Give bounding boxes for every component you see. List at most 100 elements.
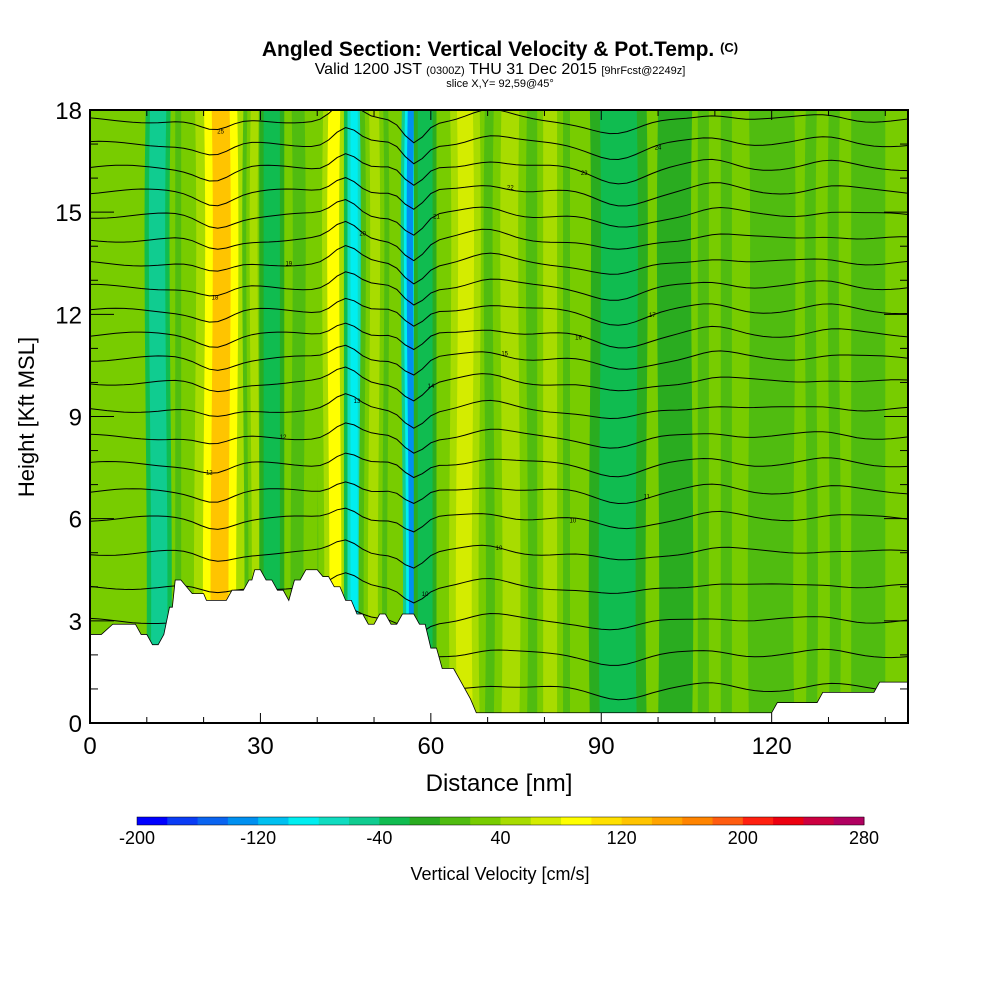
terrain-mask [90, 569, 908, 723]
theta-contour-label-12: 16 [575, 336, 582, 342]
colorbar-tick-label: 200 [728, 828, 758, 848]
theta-contour-label-20: 24 [655, 145, 662, 151]
colorbar-swatch [651, 817, 683, 825]
theta-contour-11 [90, 344, 908, 376]
theta-contour-label-13: 17 [649, 313, 656, 319]
colorbar-swatch [439, 817, 471, 825]
colorbar-swatch [773, 817, 804, 825]
theta-contour-6 [90, 481, 908, 505]
y-axis-label: Height [Kft MSL] [14, 337, 39, 497]
valid-date: THU 31 Dec 2015 [468, 61, 597, 78]
forecast-label: [9hrFcst@2249z] [601, 65, 686, 77]
theta-contour-label-6: 11 [644, 494, 651, 500]
theta-contour-label-21: 25 [217, 130, 224, 136]
theta-contour-4 [90, 539, 908, 569]
colorbar-swatch [227, 817, 259, 825]
theta-contour-19 [90, 153, 908, 186]
y-tick-label: 15 [55, 200, 82, 227]
x-axis-label: Distance [nm] [426, 770, 573, 797]
colorbar-tick-label: -200 [119, 828, 155, 848]
terrain [90, 569, 908, 723]
colorbar-outline [136, 816, 865, 826]
theta-contour-label-5: 10 [570, 518, 577, 524]
colorbar-swatch [803, 817, 835, 825]
theta-contour-12 [90, 322, 908, 351]
colorbar-swatch [258, 817, 289, 825]
colorbar-tick-label: 40 [490, 828, 510, 848]
theta-contour-label-7: 12 [206, 470, 213, 476]
colorbar-swatch [409, 817, 441, 825]
chart-subtitle: Valid 1200 JST (0300Z) THU 31 Dec 2015 [… [0, 61, 1000, 79]
x-tick-label: 0 [83, 733, 96, 760]
theta-contour-7 [90, 452, 908, 479]
velocity-column-18-band-2 [815, 110, 830, 723]
colorbar-swatch [349, 817, 380, 825]
y-tick-label: 3 [69, 609, 82, 636]
slice-label: slice X,Y= 92,59@45° [446, 78, 554, 90]
y-tick-label: 12 [55, 302, 82, 329]
colorbar-tick-label: -120 [240, 828, 276, 848]
theta-contour-label-3: 10 [422, 592, 429, 598]
colorbar-swatch [470, 817, 501, 825]
colorbar-tick-label: -40 [366, 828, 392, 848]
theta-contour-18 [90, 177, 908, 210]
theta-contour-label-9: 13 [354, 399, 361, 405]
colorbar-swatch [500, 817, 532, 825]
velocity-column-16-band-2 [708, 110, 721, 723]
y-tick-label: 18 [55, 98, 82, 125]
velocity-column-8-band-2 [367, 110, 381, 723]
velocity-column-19-band-2 [862, 110, 875, 723]
x-tick-label: 90 [588, 733, 615, 760]
velocity-column-7-band-2 [350, 110, 358, 723]
colorbar-tick-label: 120 [607, 828, 637, 848]
velocity-column-17-band-2 [762, 110, 781, 723]
colorbar [136, 816, 865, 826]
theta-contour-10 [90, 366, 908, 402]
theta-contour-label-14: 18 [212, 296, 219, 302]
theta-contour-label-17: 21 [433, 215, 440, 221]
colorbar-swatch [167, 817, 199, 825]
colorbar-tick-label: 280 [849, 828, 879, 848]
theta-contour-14 [90, 271, 908, 306]
x-tick-label: 120 [752, 733, 792, 760]
theta-contour-label-11: 15 [501, 352, 508, 358]
theta-contour-13 [90, 297, 908, 327]
velocity-column-14-band-2 [607, 110, 630, 723]
colorbar-swatch [682, 817, 714, 825]
colorbar-swatch [530, 817, 562, 825]
colorbar-swatch [742, 817, 774, 825]
colorbar-swatch [621, 817, 653, 825]
colorbar-tick-labels: -200 -120 -40 40 120 200 280 [119, 828, 879, 848]
colorbar-swatch [591, 817, 623, 825]
theta-contour-16 [90, 220, 908, 262]
y-tick-labels: 0 3 6 9 12 15 18 [55, 98, 82, 738]
colorbar-label: Vertical Velocity [cm/s] [410, 864, 589, 884]
colorbar-swatch [318, 817, 350, 825]
colorbar-swatch [379, 817, 411, 825]
y-tick-label: 9 [69, 405, 82, 432]
valid-prefix: Valid 1200 JST [314, 61, 422, 78]
colorbar-swatch [288, 817, 320, 825]
colorbar-swatch [833, 817, 865, 825]
contour-labels: 8891010101112121314151617181920212223242… [202, 130, 662, 699]
velocity-column-0-band-2 [152, 110, 164, 723]
x-tick-labels: 0 30 60 90 120 [83, 733, 791, 760]
axis-ticks [89, 109, 908, 724]
velocity-column-4-band-2 [267, 110, 277, 723]
velocity-column-12-band-2 [500, 110, 521, 723]
colorbar-swatch [137, 817, 168, 825]
theta-contour-5 [90, 507, 908, 533]
theta-contour-label-19: 23 [581, 171, 588, 177]
colorbar-swatch [197, 817, 229, 825]
x-tick-label: 60 [417, 733, 444, 760]
colorbar-swatch [561, 817, 592, 825]
theta-contour-20 [90, 126, 908, 165]
theta-contour-label-4: 10 [496, 546, 503, 552]
theta-contour-8 [90, 422, 908, 454]
chart-title-text: Angled Section: Vertical Velocity & Pot.… [261, 38, 715, 61]
theta-contour-label-18: 22 [507, 185, 514, 191]
theta-contour-label-8: 12 [280, 435, 287, 441]
theta-contour-17 [90, 198, 908, 236]
theta-contour-9 [90, 393, 908, 429]
potential-temperature-contours [90, 110, 908, 701]
